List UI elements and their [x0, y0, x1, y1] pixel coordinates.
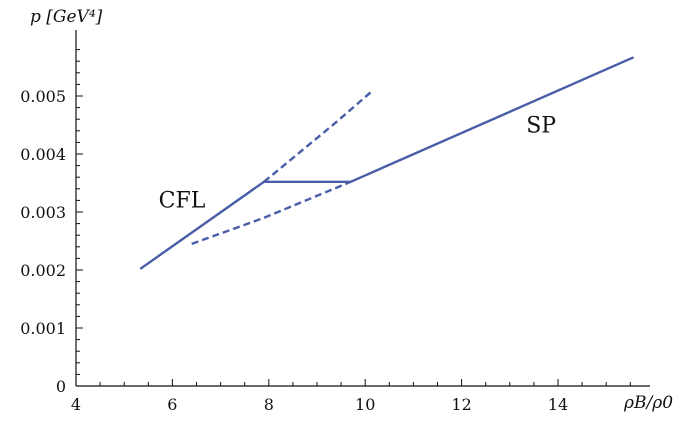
dashed-curve-3	[263, 89, 374, 183]
x-tick-label: 12	[451, 395, 471, 414]
axes	[75, 30, 650, 387]
y-tick-label: 0.003	[20, 203, 66, 222]
solid-curve-2	[349, 56, 634, 184]
x-tick-label: 6	[167, 395, 177, 414]
annotations: CFL SP	[159, 114, 557, 214]
solid-curve-0	[139, 180, 266, 270]
y-tick-label: 0.001	[20, 319, 66, 338]
dashed-curve-4	[191, 180, 352, 246]
y-tick-label: 0.002	[20, 261, 66, 280]
x-tick-label: 14	[548, 395, 568, 414]
series-group	[139, 56, 634, 270]
ticks: 4 6 8 10 12 14 0 0.001 0.002 0.003 0.004 0.005	[20, 49, 631, 414]
x-tick-label: 4	[71, 395, 81, 414]
x-tick-label: 8	[264, 395, 274, 414]
y-tick-label: 0	[56, 377, 66, 396]
y-axis-label: p [GeV⁴]	[30, 7, 103, 27]
y-tick-label: 0.005	[20, 87, 66, 106]
x-axis-label: ρB/ρ0	[623, 393, 673, 413]
x-tick-label: 10	[355, 395, 375, 414]
y-tick-label: 0.004	[20, 145, 66, 164]
region-label-sp: SP	[526, 114, 556, 139]
region-label-cfl: CFL	[159, 188, 206, 213]
